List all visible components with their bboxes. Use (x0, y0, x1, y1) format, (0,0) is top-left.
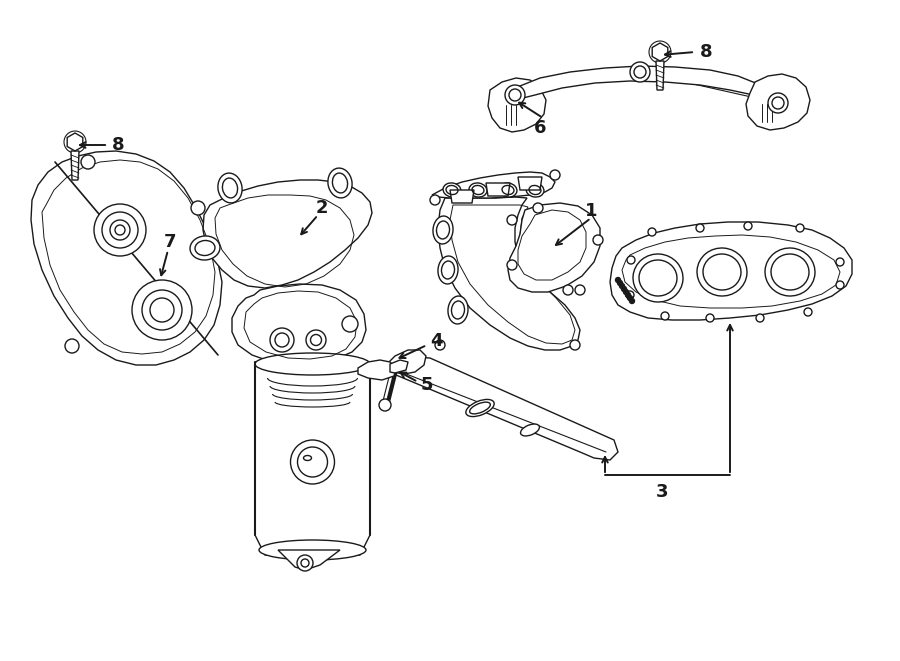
Ellipse shape (328, 168, 352, 198)
Text: 8: 8 (699, 43, 712, 61)
Ellipse shape (469, 183, 487, 197)
Circle shape (796, 224, 804, 232)
Polygon shape (508, 203, 600, 292)
Polygon shape (610, 222, 852, 320)
Circle shape (706, 314, 714, 322)
Circle shape (379, 399, 391, 411)
Polygon shape (278, 550, 340, 570)
Circle shape (570, 340, 580, 350)
Circle shape (270, 328, 294, 352)
Circle shape (630, 62, 650, 82)
Circle shape (81, 155, 95, 169)
Circle shape (306, 330, 326, 350)
Circle shape (142, 290, 182, 330)
Circle shape (744, 222, 752, 230)
Text: 6: 6 (534, 119, 546, 137)
Circle shape (627, 256, 635, 264)
Circle shape (648, 228, 656, 236)
Ellipse shape (520, 424, 539, 436)
Ellipse shape (633, 254, 683, 302)
Circle shape (65, 339, 79, 353)
Text: 5: 5 (421, 376, 433, 394)
Polygon shape (31, 151, 222, 365)
Circle shape (505, 85, 525, 105)
Polygon shape (746, 74, 810, 130)
Polygon shape (358, 360, 396, 380)
Polygon shape (488, 78, 546, 132)
Circle shape (150, 298, 174, 322)
Circle shape (836, 281, 844, 289)
Ellipse shape (526, 183, 544, 197)
Polygon shape (71, 151, 79, 180)
Circle shape (804, 308, 812, 316)
Ellipse shape (466, 399, 494, 416)
Circle shape (627, 295, 633, 301)
Circle shape (297, 555, 313, 571)
Text: 3: 3 (656, 483, 668, 501)
Circle shape (616, 278, 620, 282)
Polygon shape (232, 284, 366, 364)
Circle shape (94, 204, 146, 256)
Polygon shape (450, 190, 474, 203)
Circle shape (533, 203, 543, 213)
Circle shape (291, 440, 335, 484)
Ellipse shape (303, 455, 311, 461)
Circle shape (507, 215, 517, 225)
Circle shape (836, 258, 844, 266)
Ellipse shape (259, 540, 366, 560)
Circle shape (756, 314, 764, 322)
Ellipse shape (438, 256, 458, 284)
Circle shape (132, 280, 192, 340)
Ellipse shape (500, 183, 517, 197)
Circle shape (624, 290, 628, 295)
Circle shape (617, 280, 623, 286)
Circle shape (626, 291, 634, 299)
Ellipse shape (443, 183, 461, 197)
Polygon shape (255, 362, 370, 555)
Polygon shape (486, 183, 510, 196)
Circle shape (622, 286, 626, 292)
Polygon shape (203, 180, 372, 288)
Circle shape (593, 235, 603, 245)
Circle shape (619, 284, 625, 288)
Polygon shape (68, 133, 83, 151)
Polygon shape (383, 350, 426, 374)
Circle shape (575, 285, 585, 295)
Text: 4: 4 (430, 332, 442, 350)
Circle shape (626, 293, 631, 297)
Circle shape (191, 201, 205, 215)
Circle shape (629, 299, 634, 303)
Ellipse shape (190, 236, 220, 260)
Circle shape (563, 285, 573, 295)
Ellipse shape (218, 173, 242, 203)
Polygon shape (652, 43, 668, 61)
Ellipse shape (697, 248, 747, 296)
Circle shape (550, 170, 560, 180)
Circle shape (102, 212, 138, 248)
Text: 1: 1 (585, 202, 598, 220)
Circle shape (507, 260, 517, 270)
Polygon shape (438, 197, 580, 350)
Polygon shape (656, 61, 664, 90)
Circle shape (435, 340, 445, 350)
Circle shape (115, 225, 125, 235)
Circle shape (342, 316, 358, 332)
Circle shape (696, 224, 704, 232)
Ellipse shape (255, 353, 370, 375)
Ellipse shape (765, 248, 815, 296)
Text: 2: 2 (316, 199, 328, 217)
Ellipse shape (433, 216, 453, 244)
Polygon shape (388, 357, 618, 460)
Polygon shape (390, 360, 408, 373)
Circle shape (430, 195, 440, 205)
Polygon shape (515, 66, 758, 100)
Text: 8: 8 (112, 136, 124, 154)
Circle shape (661, 312, 669, 320)
Polygon shape (518, 177, 542, 190)
Circle shape (110, 220, 130, 240)
Text: 7: 7 (164, 233, 176, 251)
Polygon shape (432, 172, 555, 198)
Ellipse shape (448, 296, 468, 324)
Circle shape (768, 93, 788, 113)
